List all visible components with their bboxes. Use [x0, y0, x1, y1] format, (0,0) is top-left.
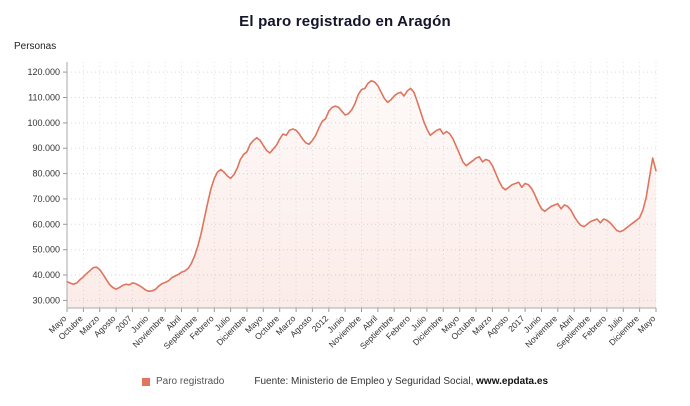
svg-text:90.000: 90.000 — [32, 143, 60, 153]
svg-text:Mayo: Mayo — [636, 313, 658, 335]
svg-text:60.000: 60.000 — [32, 219, 60, 229]
source-prefix: Fuente: Ministerio de Empleo y Seguridad… — [254, 376, 477, 387]
source-site-link[interactable]: www.epdata.es — [476, 376, 549, 387]
svg-text:100.000: 100.000 — [27, 118, 60, 128]
source-text: Fuente: Ministerio de Empleo y Seguridad… — [254, 376, 548, 387]
line-chart: 30.000 40.000 50.000 60.000 70.000 80.000 90.0… — [27, 62, 658, 351]
chart-title: El paro registrado en Aragón — [239, 13, 451, 30]
svg-text:50.000: 50.000 — [32, 245, 60, 255]
svg-text:30.000: 30.000 — [32, 295, 60, 305]
legend-label: Paro registrado — [155, 376, 225, 387]
svg-text:80.000: 80.000 — [32, 169, 60, 179]
chart-footer: Paro registrado Fuente: Ministerio de Em… — [0, 376, 690, 387]
svg-text:40.000: 40.000 — [32, 270, 60, 280]
svg-text:110.000: 110.000 — [28, 93, 60, 103]
svg-text:70.000: 70.000 — [32, 194, 60, 204]
svg-text:120.000: 120.000 — [27, 67, 60, 77]
y-axis-unit-label: Personas — [14, 41, 57, 52]
legend-color-swatch — [141, 377, 150, 386]
